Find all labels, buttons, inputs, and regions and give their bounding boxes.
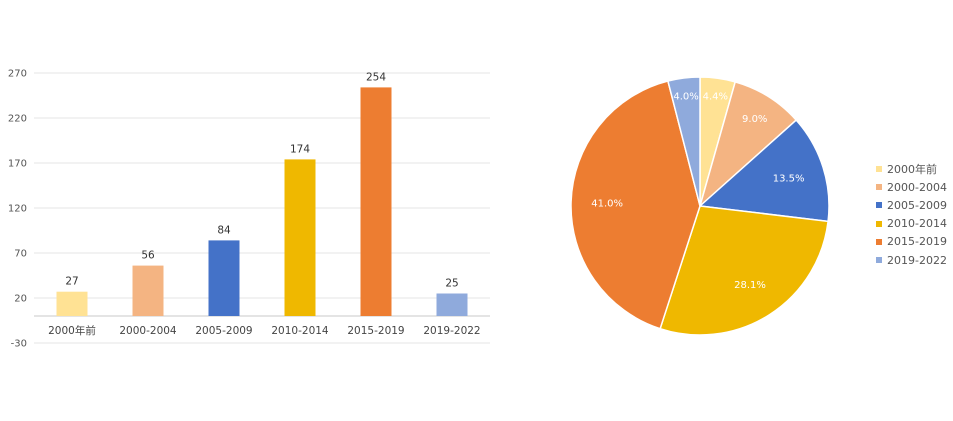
legend-label: 2000-2004 xyxy=(887,180,947,194)
bar-value-label: 25 xyxy=(445,278,458,290)
bar xyxy=(284,159,316,316)
legend-swatch xyxy=(876,166,882,173)
bar xyxy=(208,240,240,316)
y-tick-label: 170 xyxy=(8,159,27,170)
legend-swatch xyxy=(876,220,882,227)
pie-chart: 4.4% 9.0% 13.5% 28.1% 41.0% 4.0% xyxy=(570,76,830,336)
x-tick-label: 2000年前 xyxy=(48,324,96,337)
bar xyxy=(360,87,392,317)
bar xyxy=(436,293,468,316)
legend-swatch xyxy=(876,238,882,245)
bar xyxy=(132,265,164,316)
legend-item: 2010-2014 xyxy=(876,215,947,233)
pie-slice-label: 9.0% xyxy=(742,114,767,125)
legend-item: 2019-2022 xyxy=(876,251,947,269)
legend-swatch xyxy=(876,202,882,209)
y-tick-label: 70 xyxy=(14,249,27,260)
bar-value-label: 56 xyxy=(141,250,155,262)
pie-slice-label: 4.4% xyxy=(703,92,728,103)
legend-label: 2019-2022 xyxy=(887,253,947,267)
bar-value-label: 27 xyxy=(65,276,78,288)
legend-label: 2015-2019 xyxy=(887,235,947,249)
bar-value-label: 174 xyxy=(290,143,310,155)
y-tick-label: -30 xyxy=(11,339,27,350)
legend-swatch xyxy=(876,257,882,264)
legend-swatch xyxy=(876,184,882,191)
y-tick-label: 220 xyxy=(8,114,27,125)
x-tick-label: 2000-2004 xyxy=(119,325,177,337)
pie-slice-label: 28.1% xyxy=(734,280,766,291)
bar-chart: -30 20 70 120 170 220 270 27 2000年前 56 2000-2004 84… xyxy=(8,69,490,350)
x-tick-label: 2005-2009 xyxy=(195,325,252,337)
y-tick-label: 20 xyxy=(14,294,27,305)
x-tick-label: 2019-2022 xyxy=(423,325,480,337)
pie-slice xyxy=(659,205,829,336)
y-tick-label: 120 xyxy=(8,204,27,215)
legend-label: 2010-2014 xyxy=(887,217,947,231)
pie-slice-label: 4.0% xyxy=(673,91,698,102)
x-tick-label: 2010-2014 xyxy=(271,325,329,337)
pie-slice xyxy=(667,76,701,207)
pie-slice-label: 41.0% xyxy=(591,199,623,210)
pie-slice xyxy=(698,119,830,223)
pie-legend: 2000年前 2000-2004 2005-2009 2010-2014 2015-20… xyxy=(876,160,947,269)
legend-item: 2000年前 xyxy=(876,160,947,178)
bar-value-label: 254 xyxy=(366,71,386,83)
legend-item: 2000-2004 xyxy=(876,178,947,196)
bar-value-label: 84 xyxy=(217,224,231,236)
legend-label: 2000年前 xyxy=(887,163,937,177)
legend-item: 2005-2009 xyxy=(876,196,947,214)
pie-slice xyxy=(570,80,701,330)
legend-label: 2005-2009 xyxy=(887,198,947,212)
y-tick-label: 270 xyxy=(8,69,27,80)
x-tick-label: 2015-2019 xyxy=(347,325,404,337)
legend-item: 2015-2019 xyxy=(876,233,947,251)
bar xyxy=(56,291,88,316)
pie-slice-label: 13.5% xyxy=(773,174,805,185)
